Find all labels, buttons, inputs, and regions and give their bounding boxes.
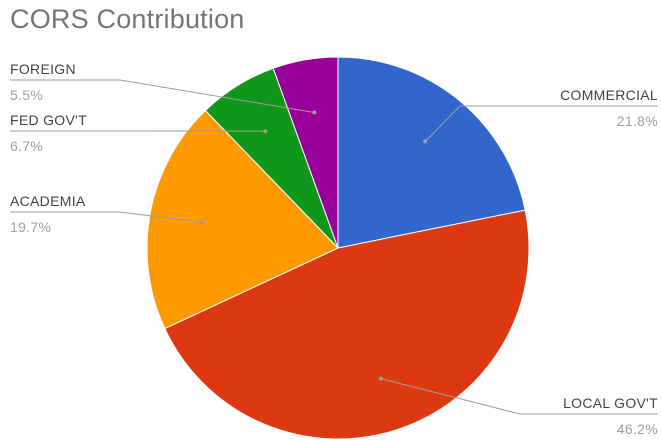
pie-slice-commercial xyxy=(337,56,526,249)
leader-line xyxy=(10,211,203,224)
leader-dot xyxy=(312,110,317,115)
slice-label: ACADEMIA xyxy=(10,193,86,209)
slice-label: COMMERCIAL xyxy=(560,87,658,103)
slice-percent-label: 46.2% xyxy=(617,421,658,437)
slice-label: FED GOV'T xyxy=(10,112,87,128)
slice-percent-label: 21.8% xyxy=(617,113,658,129)
leader-line xyxy=(380,378,658,415)
label-leader-lines xyxy=(10,79,658,415)
leader-dot xyxy=(200,220,205,225)
pie-slices xyxy=(146,56,530,440)
leader-line xyxy=(10,79,315,113)
slice-percent-label: 5.5% xyxy=(10,87,43,103)
pie-slice-academia xyxy=(146,109,339,330)
slice-label: LOCAL GOV'T xyxy=(563,395,658,411)
slice-labels: COMMERCIAL 21.8% LOCAL GOV'T 46.2% ACADEMIA 1… xyxy=(10,61,658,437)
slice-percent-label: 6.7% xyxy=(10,138,43,154)
pie-slice-foreign xyxy=(272,56,339,249)
pie-slice-local-gov-t xyxy=(164,209,530,440)
leader-dot xyxy=(263,129,268,134)
slice-percent-label: 19.7% xyxy=(10,219,51,235)
chart-title: CORS Contribution xyxy=(10,4,245,34)
slice-label: FOREIGN xyxy=(10,61,76,77)
leader-line xyxy=(424,105,658,142)
